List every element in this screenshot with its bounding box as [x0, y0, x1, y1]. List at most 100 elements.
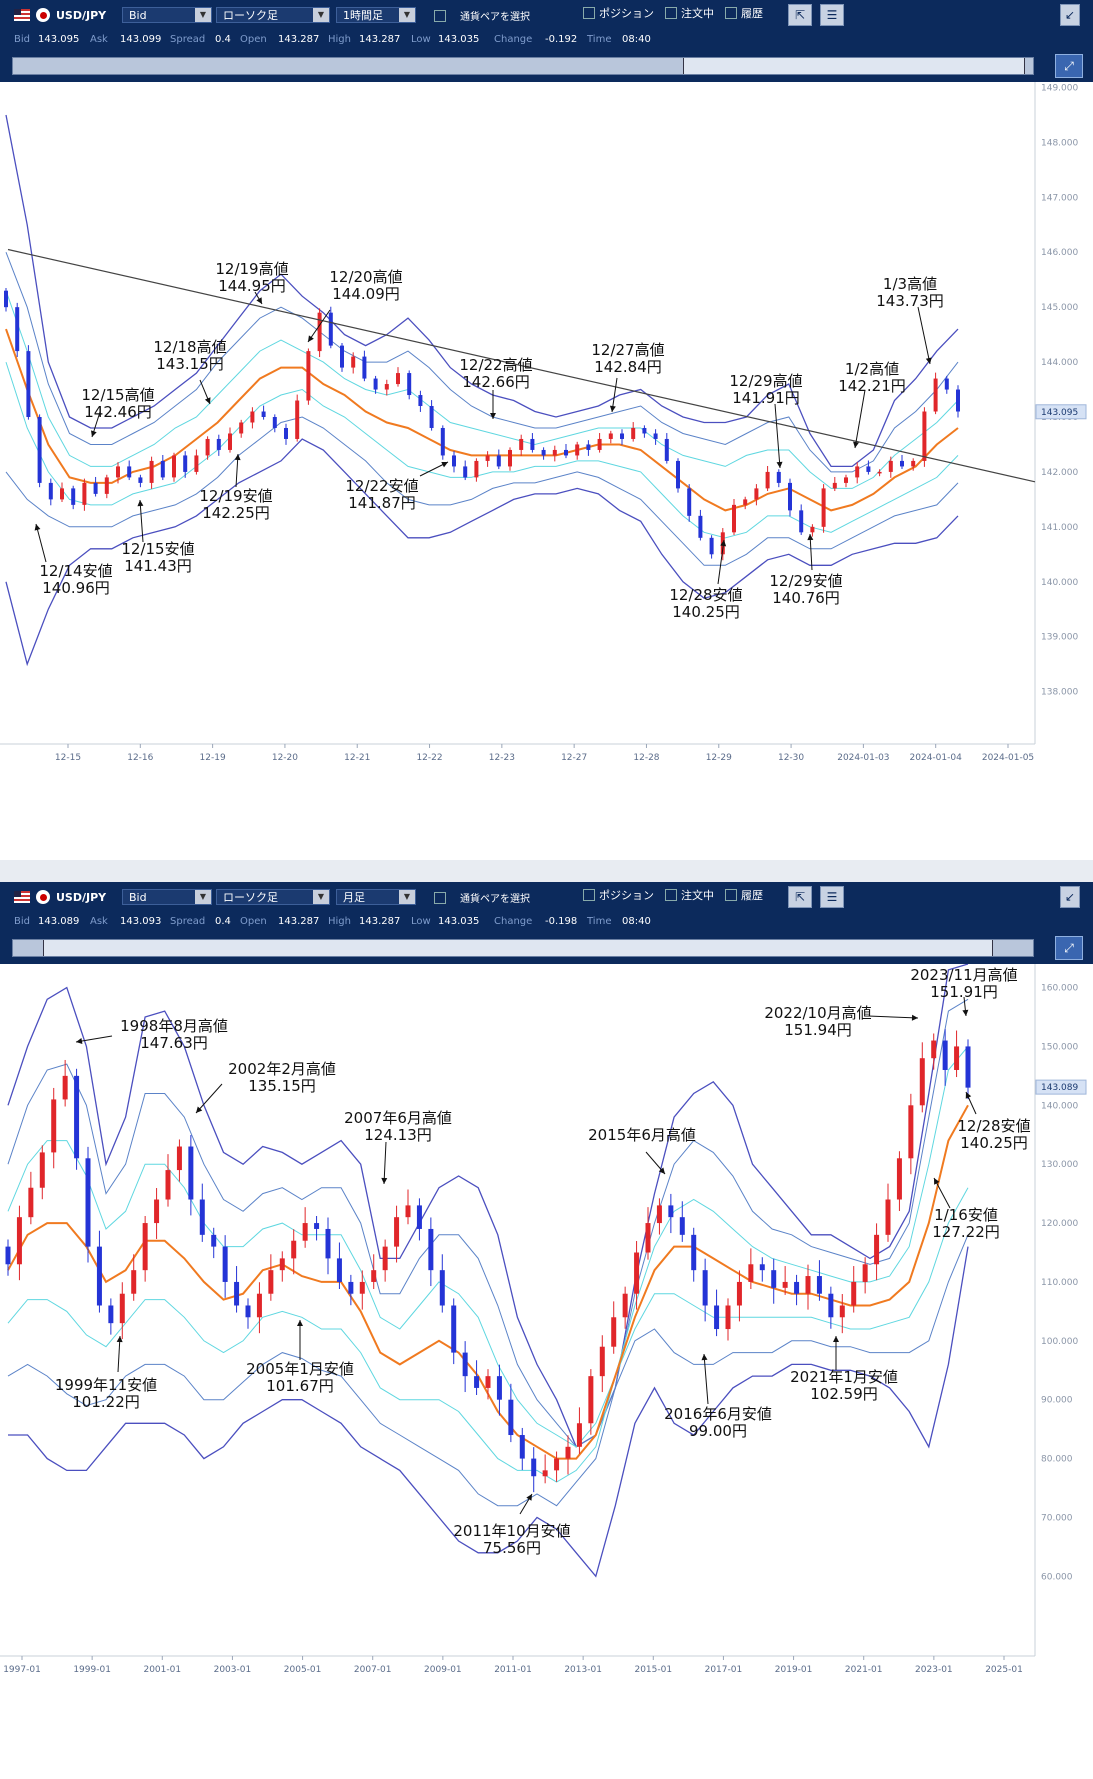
- candle-down: [759, 1264, 765, 1271]
- candle-down: [15, 307, 20, 352]
- navigator-window[interactable]: [43, 940, 993, 956]
- history-checkbox[interactable]: 履歴: [725, 5, 763, 21]
- checkbox-box[interactable]: [665, 889, 677, 901]
- expand-icon[interactable]: ⤢: [1055, 54, 1083, 78]
- price-type-value: Bid: [129, 9, 147, 22]
- position-checkbox[interactable]: ポジション: [583, 5, 654, 21]
- checkbox-box[interactable]: [665, 7, 677, 19]
- navigator-track[interactable]: [12, 939, 1034, 957]
- annotation-title: 2023/11月高値: [910, 966, 1017, 984]
- candle-down: [944, 378, 949, 390]
- price-type-select[interactable]: Bid ▼: [122, 7, 212, 23]
- y-tick-label: 120.000: [1041, 1219, 1078, 1229]
- price-chart-hourly[interactable]: 149.000 148.000 147.000 146.000 145.000 144.0…: [0, 82, 1093, 864]
- y-tick-label: 141.000: [1041, 523, 1078, 533]
- checkbox-box[interactable]: [725, 7, 737, 19]
- annotation-title: 12/28安値: [669, 586, 742, 604]
- candle-up: [154, 1199, 160, 1224]
- high-value: 143.287: [359, 916, 401, 927]
- chart-style-select[interactable]: ローソク足 ▼: [216, 889, 330, 905]
- timeframe-value: 1時間足: [343, 9, 383, 22]
- x-tick-label: 2015-01: [634, 1665, 672, 1675]
- band-upper2: [7, 998, 969, 1448]
- currency-pair-badge[interactable]: USD/JPY: [14, 888, 106, 906]
- x-tick-label: 2024-01-05: [982, 753, 1034, 763]
- checkbox-box[interactable]: [583, 889, 595, 901]
- history-checkbox[interactable]: 履歴: [725, 887, 763, 903]
- annotation-title: 2005年1月安値: [246, 1360, 354, 1378]
- chart-canvas[interactable]: 149.000 148.000 147.000 146.000 145.000 144.0…: [0, 82, 1093, 860]
- collapse-icon[interactable]: ↙: [1060, 886, 1080, 908]
- candle-up: [268, 1270, 274, 1294]
- time-label: Time: [587, 34, 612, 45]
- select-pair-checkbox[interactable]: 通貨ペアを選択: [434, 890, 530, 905]
- y-tick-label: 90.000: [1041, 1396, 1073, 1406]
- candle-down: [328, 312, 333, 346]
- select-pair-checkbox[interactable]: 通貨ペアを選択: [434, 8, 530, 23]
- candle-down: [687, 488, 692, 516]
- time-value: 08:40: [622, 916, 651, 927]
- y-tick-label: 142.000: [1041, 468, 1078, 478]
- candle-up: [888, 460, 893, 472]
- y-tick-label: 150.000: [1041, 1042, 1078, 1052]
- navigator-window[interactable]: [683, 58, 1025, 74]
- x-tick-label: 12-21: [344, 753, 370, 763]
- quote-bar: Bid 143.095 Ask 143.099 Spread 0.4 Open …: [0, 30, 1093, 50]
- candle-up: [877, 471, 882, 474]
- orders-checkbox[interactable]: 注文中: [665, 5, 714, 21]
- annotation-arrowhead: [297, 1320, 303, 1326]
- annotation-arrow: [917, 306, 931, 365]
- x-tick-label: 2019-01: [775, 1665, 813, 1675]
- price-type-select[interactable]: Bid ▼: [122, 889, 212, 905]
- window-list-icon[interactable]: ☰: [820, 4, 844, 26]
- candle-up: [149, 460, 154, 483]
- annotation-value: 140.96円: [42, 579, 110, 597]
- price-chart-monthly[interactable]: 160.000 150.000 140.000 130.000 120.000 110.0…: [0, 963, 1093, 1779]
- y-tick-label: 147.000: [1041, 193, 1078, 203]
- timeframe-select[interactable]: 月足 ▼: [336, 889, 416, 905]
- currency-pair-badge[interactable]: USD/JPY: [14, 6, 106, 24]
- orders-checkbox[interactable]: 注文中: [665, 887, 714, 903]
- position-label: ポジション: [599, 889, 654, 902]
- y-tick-label: 140.000: [1041, 1101, 1078, 1111]
- candle-up: [552, 449, 557, 456]
- candle-down: [676, 460, 680, 489]
- candle-down: [108, 1305, 114, 1324]
- band-upper3: [5, 114, 959, 468]
- position-checkbox[interactable]: ポジション: [583, 887, 654, 903]
- expand-icon[interactable]: ⤢: [1055, 936, 1083, 960]
- chart-style-value: ローソク足: [223, 9, 278, 22]
- checkbox-box[interactable]: [583, 7, 595, 19]
- candle-up: [839, 1305, 845, 1318]
- checkbox-box[interactable]: [725, 889, 737, 901]
- chart-canvas[interactable]: 160.000 150.000 140.000 130.000 120.000 110.0…: [0, 963, 1093, 1775]
- annotation-arrow: [809, 533, 813, 571]
- candle-up: [631, 427, 636, 439]
- annotation-arrowhead: [658, 1167, 665, 1174]
- candle-up: [748, 1264, 754, 1282]
- candle-down: [642, 427, 647, 434]
- band-middle: [5, 328, 959, 512]
- band-lower2: [5, 416, 959, 566]
- chart-settings-icon[interactable]: ⇱: [788, 4, 812, 26]
- chart-style-select[interactable]: ローソク足 ▼: [216, 7, 330, 23]
- candle-down: [314, 1223, 320, 1229]
- y-tick-label: 148.000: [1041, 138, 1078, 148]
- y-tick-label: 100.000: [1041, 1337, 1078, 1347]
- checkbox-box[interactable]: [434, 9, 446, 22]
- annotation-value: 151.91円: [930, 983, 998, 1001]
- navigator-track[interactable]: [12, 57, 1034, 75]
- chart-settings-icon[interactable]: ⇱: [788, 886, 812, 908]
- candle-up: [351, 356, 356, 368]
- window-list-icon[interactable]: ☰: [820, 886, 844, 908]
- checkbox-box[interactable]: [434, 891, 446, 904]
- x-tick-label: 12-22: [416, 753, 442, 763]
- candle-down: [668, 1205, 674, 1218]
- collapse-icon[interactable]: ↙: [1060, 4, 1080, 26]
- x-tick-label: 12-23: [489, 753, 515, 763]
- annotation-title: 12/27高値: [591, 341, 664, 359]
- annotation-title: 12/28安値: [957, 1117, 1030, 1135]
- timeframe-select[interactable]: 1時間足 ▼: [336, 7, 416, 23]
- candle-down: [564, 449, 568, 456]
- annotation-value: 99.00円: [689, 1422, 747, 1440]
